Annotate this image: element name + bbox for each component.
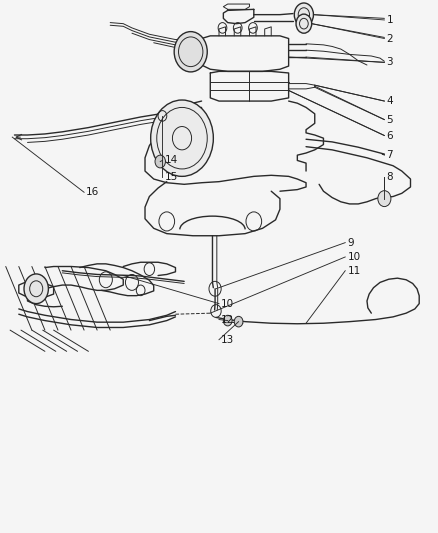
Circle shape <box>296 14 312 33</box>
Text: 11: 11 <box>347 266 360 276</box>
Text: 7: 7 <box>387 150 393 160</box>
Text: 8: 8 <box>387 172 393 182</box>
Text: 2: 2 <box>387 34 393 44</box>
Circle shape <box>294 3 314 26</box>
Text: 1: 1 <box>387 15 393 25</box>
Circle shape <box>378 191 391 207</box>
Circle shape <box>151 100 213 176</box>
Circle shape <box>155 155 166 168</box>
Circle shape <box>223 316 232 326</box>
Text: 4: 4 <box>387 96 393 106</box>
Text: 13: 13 <box>221 335 234 345</box>
Text: 12: 12 <box>221 314 234 325</box>
Circle shape <box>234 317 243 327</box>
Text: 10: 10 <box>347 252 360 262</box>
Text: 3: 3 <box>387 58 393 67</box>
Text: 6: 6 <box>387 131 393 141</box>
Circle shape <box>174 31 207 72</box>
Text: 16: 16 <box>86 187 99 197</box>
Circle shape <box>24 274 48 304</box>
Text: 10: 10 <box>221 298 234 309</box>
Text: 14: 14 <box>165 156 178 165</box>
Text: 9: 9 <box>347 238 354 248</box>
Text: 5: 5 <box>387 115 393 125</box>
Text: 15: 15 <box>165 172 178 182</box>
